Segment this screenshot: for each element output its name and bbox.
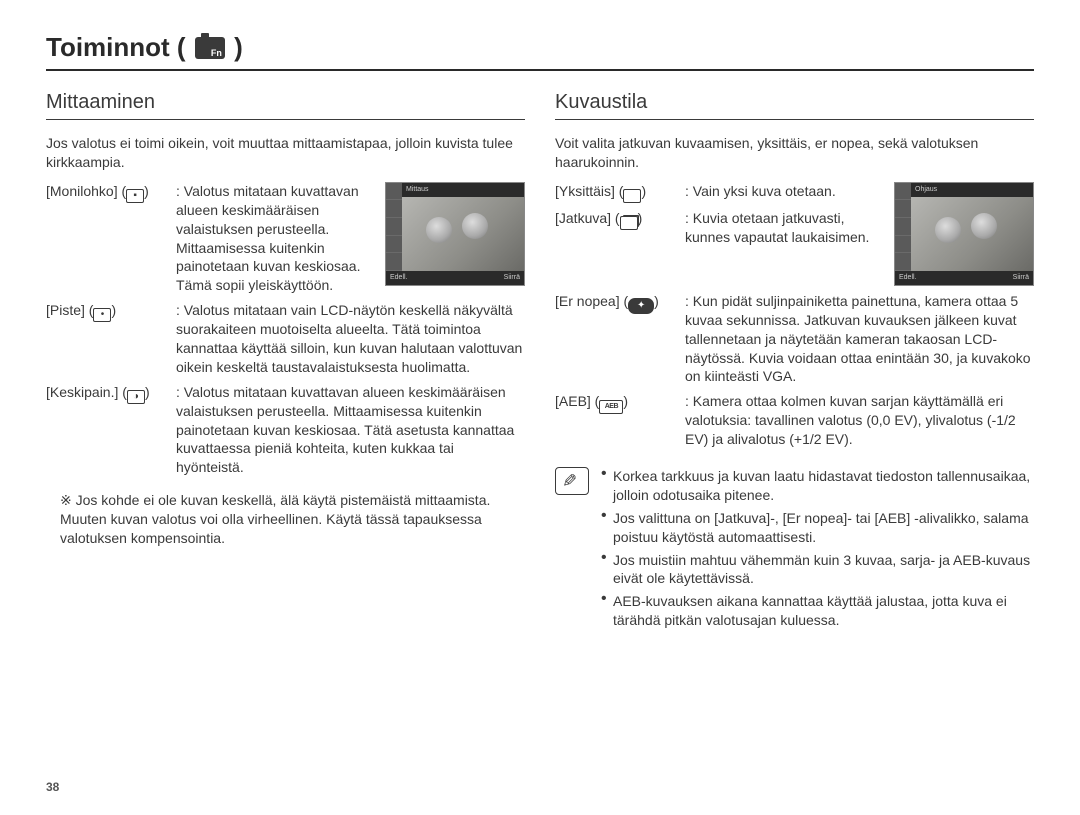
label-jatkuva: [Jatkuva] (555, 210, 611, 226)
glyph-spot-icon: • (93, 308, 111, 322)
left-note: ※ Jos kohde ei ole kuvan keskellä, älä k… (46, 491, 525, 548)
def-jatkuva: [Jatkuva] ( ) Kuvia otetaan jatkuvasti, … (555, 209, 886, 247)
left-column: Mittaaminen Jos valotus ei toimi oikein,… (46, 89, 525, 634)
desc-piste: Valotus mitataan vain LCD-näytön keskell… (176, 301, 525, 377)
desc-monilohko: Valotus mitataan kuvattavan alueen keski… (176, 182, 377, 295)
info-box: Korkea tarkkuus ja kuvan laatu hidastava… (555, 467, 1034, 634)
desc-aeb: Kamera ottaa kolmen kuvan sarjan käyttäm… (685, 392, 1034, 449)
left-heading: Mittaaminen (46, 89, 525, 120)
glyph-motion-icon: ✦ (628, 298, 654, 314)
left-thumb-back: Edell. (390, 273, 408, 283)
right-heading: Kuvaustila (555, 89, 1034, 120)
label-aeb: [AEB] (555, 393, 591, 409)
right-screenshot-thumb: Ohjaus Edell. Siirrä (894, 182, 1034, 286)
title-suffix: ) (234, 32, 243, 62)
title-prefix: Toiminnot ( (46, 32, 186, 62)
glyph-aeb-icon: AEB (599, 400, 623, 414)
label-monilohko: [Monilohko] (46, 183, 118, 199)
glyph-center-icon: ◑ (127, 390, 145, 404)
desc-ernopea: Kun pidät suljinpainiketta painettuna, k… (685, 292, 1034, 386)
def-piste: [Piste] (•) Valotus mitataan vain LCD-nä… (46, 301, 525, 377)
def-yksittais: [Yksittäis] ( ) Vain yksi kuva otetaan. (555, 182, 886, 203)
label-piste: [Piste] (46, 302, 85, 318)
label-ernopea: [Er nopea] (555, 293, 620, 309)
page-title: Toiminnot ( ) (46, 30, 1034, 71)
info-item-1: Korkea tarkkuus ja kuvan laatu hidastava… (601, 467, 1034, 505)
label-yksittais: [Yksittäis] (555, 183, 615, 199)
desc-keskipain: Valotus mitataan kuvattavan alueen keski… (176, 383, 525, 477)
glyph-multi-icon: ▪ (126, 189, 144, 203)
def-monilohko: [Monilohko] (▪) Valotus mitataan kuvatta… (46, 182, 377, 295)
right-thumb-back: Edell. (899, 273, 917, 283)
info-item-3: Jos muistiin mahtuu vähemmän kuin 3 kuva… (601, 551, 1034, 589)
left-thumb-move: Siirrä (504, 273, 520, 283)
left-thumb-label: Mittaus (406, 186, 429, 193)
info-item-4: AEB-kuvauksen aikana kannattaa käyttää j… (601, 592, 1034, 630)
label-keskipain: [Keskipain.] (46, 384, 118, 400)
def-aeb: [AEB] (AEB) Kamera ottaa kolmen kuvan sa… (555, 392, 1034, 449)
right-thumb-move: Siirrä (1013, 273, 1029, 283)
info-item-2: Jos valittuna on [Jatkuva]-, [Er nopea]-… (601, 509, 1034, 547)
page-number: 38 (46, 779, 59, 795)
note-icon (555, 467, 589, 495)
def-keskipain: [Keskipain.] (◑) Valotus mitataan kuvatt… (46, 383, 525, 477)
right-intro: Voit valita jatkuvan kuvaamisen, yksittä… (555, 134, 1034, 172)
def-ernopea: [Er nopea] (✦) Kun pidät suljinpainikett… (555, 292, 1034, 386)
glyph-continuous-icon (620, 216, 638, 230)
info-list: Korkea tarkkuus ja kuvan laatu hidastava… (601, 467, 1034, 634)
desc-jatkuva: Kuvia otetaan jatkuvasti, kunnes vapauta… (685, 209, 886, 247)
right-column: Kuvaustila Voit valita jatkuvan kuvaamis… (555, 89, 1034, 634)
left-screenshot-thumb: Mittaus Edell. Siirrä (385, 182, 525, 286)
content-columns: Mittaaminen Jos valotus ei toimi oikein,… (46, 89, 1034, 634)
left-intro: Jos valotus ei toimi oikein, voit muutta… (46, 134, 525, 172)
camera-fn-icon (195, 37, 225, 59)
right-thumb-label: Ohjaus (915, 186, 937, 193)
desc-yksittais: Vain yksi kuva otetaan. (685, 182, 886, 201)
glyph-single-icon (623, 189, 641, 203)
